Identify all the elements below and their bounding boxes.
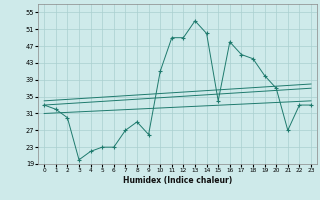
- X-axis label: Humidex (Indice chaleur): Humidex (Indice chaleur): [123, 176, 232, 185]
